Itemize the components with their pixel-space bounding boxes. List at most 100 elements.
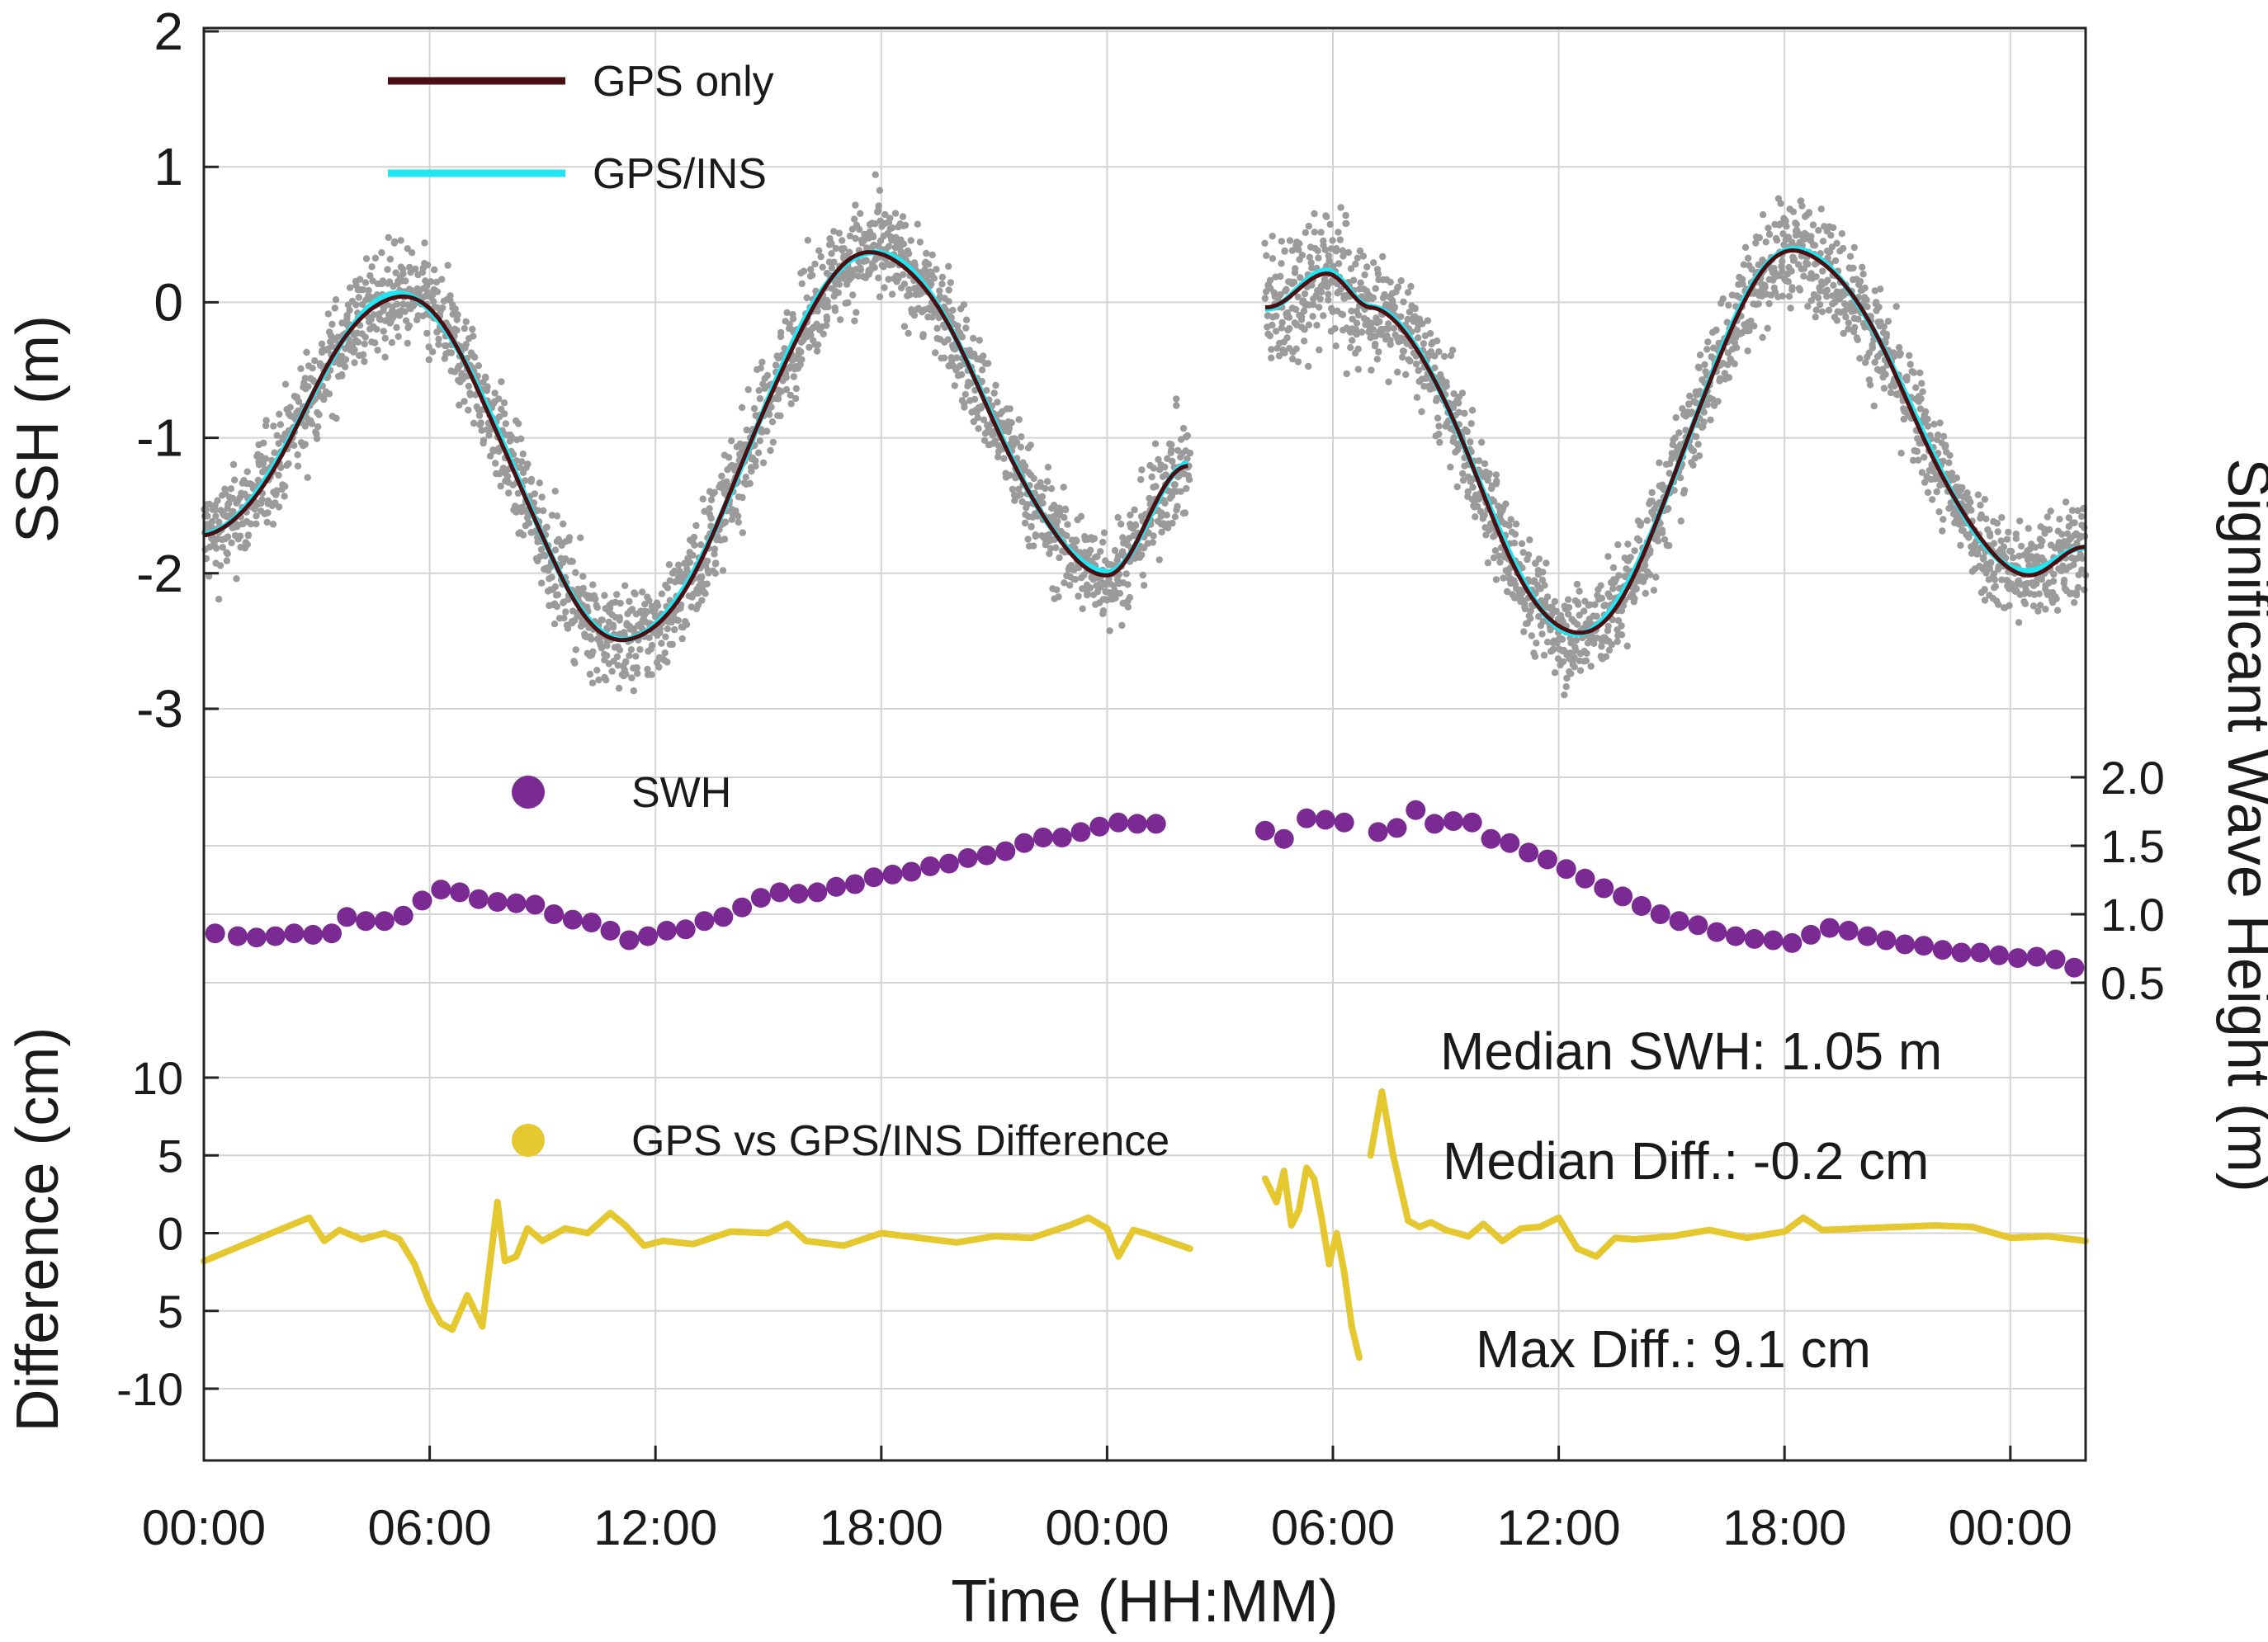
ssh-sample-point [1292, 265, 1299, 272]
legend-gps-only-label: GPS only [593, 58, 774, 106]
ssh-sample-point [305, 383, 312, 390]
ssh-sample-point [1936, 419, 1944, 427]
ssh-sample-point [1371, 342, 1379, 350]
ssh-sample-point [461, 324, 468, 333]
ssh-sample-point [1467, 438, 1474, 446]
swh-point [1127, 814, 1147, 834]
ssh-sample-point [1071, 576, 1080, 583]
median-swh-annotation: Median SWH: 1.05 m [1440, 1022, 1942, 1081]
ssh-sample-point [1079, 605, 1086, 612]
ssh-sample-point [466, 389, 474, 397]
ssh-sample-point [1557, 611, 1565, 620]
ssh-sample-point [1666, 469, 1674, 477]
ssh-sample-point [1502, 500, 1510, 507]
ssh-sample-point [990, 389, 998, 397]
ssh-sample-point [1982, 515, 1990, 522]
ssh-sample-point [1871, 287, 1878, 295]
swh-point [1989, 945, 2010, 965]
swh-point [807, 882, 828, 903]
ssh-sample-point [1543, 639, 1552, 646]
ssh-sample-point [393, 300, 401, 308]
ssh-sample-point [1169, 519, 1176, 527]
ssh-sample-point [851, 317, 858, 325]
ssh-sample-point [856, 225, 863, 234]
ssh-sample-point [1648, 498, 1656, 505]
ssh-sample-point [613, 591, 621, 598]
ssh-sample-point [1714, 398, 1722, 405]
ssh-sample-point [2010, 554, 2017, 562]
ssh-sample-point [571, 659, 579, 667]
ssh-sample-point [1880, 385, 1888, 392]
ssh-sample-point [405, 322, 413, 329]
ssh-sample-point [967, 380, 975, 387]
ssh-sample-point [757, 365, 764, 372]
ssh-sample-point [1614, 638, 1621, 645]
swh-point [1744, 928, 1765, 949]
ssh-sample-point [782, 385, 791, 394]
ssh-sample-point [994, 453, 1002, 460]
ssh-sample-point [1171, 481, 1179, 488]
ssh-sample-point [697, 541, 705, 549]
ssh-sample-point [777, 412, 784, 420]
ssh-sample-point [1921, 454, 1928, 461]
ssh-sample-point [1895, 344, 1903, 352]
ssh-sample-point [616, 646, 624, 653]
ssh-sample-point [881, 284, 888, 291]
ssh-sample-point [228, 539, 235, 547]
ssh-sample-point [1277, 290, 1284, 299]
ssh-sample-point [1825, 306, 1833, 314]
ssh-sample-point [1564, 596, 1572, 603]
ssh-sample-point [1686, 392, 1694, 400]
swh-tick-label: 1.5 [2100, 820, 2165, 872]
ssh-sample-point [1855, 315, 1862, 323]
ssh-sample-point [1181, 509, 1189, 517]
ssh-sample-point [1490, 498, 1498, 505]
ssh-sample-point [1679, 405, 1686, 413]
ssh-sample-point [1306, 253, 1314, 261]
ssh-tick-label: 2 [154, 2, 183, 61]
ssh-sample-point [1850, 264, 1857, 271]
ssh-sample-point [1008, 419, 1015, 427]
ssh-sample-point [1518, 540, 1526, 548]
ssh-sample-point [961, 403, 968, 411]
ssh-sample-point [325, 390, 333, 398]
ssh-sample-point [1563, 674, 1571, 682]
ssh-sample-point [1277, 272, 1284, 281]
ssh-sample-point [1658, 529, 1666, 536]
ssh-sample-point [569, 558, 576, 565]
ssh-sample-point [655, 663, 663, 671]
ssh-sample-point [1918, 380, 1925, 387]
ssh-sample-point [1652, 573, 1660, 581]
ssh-sample-point [644, 665, 651, 673]
ssh-sample-point [626, 597, 633, 606]
ssh-sample-point [1300, 307, 1308, 315]
ssh-axis-title: SSH (m) [5, 315, 71, 543]
ssh-sample-point [626, 652, 633, 659]
swh-point [995, 841, 1016, 861]
ssh-sample-point [1305, 362, 1312, 370]
ssh-sample-point [1538, 630, 1546, 638]
ssh-sample-point [1347, 265, 1355, 272]
ssh-sample-point [1647, 571, 1654, 578]
ssh-sample-point [2071, 519, 2078, 526]
x-tick-label: 18:00 [820, 1500, 943, 1555]
ssh-sample-point [2050, 570, 2058, 578]
ssh-sample-point [1851, 323, 1859, 331]
ssh-sample-point [1314, 247, 1321, 255]
ssh-sample-point [1793, 220, 1800, 229]
ssh-sample-point [1301, 326, 1308, 333]
ssh-sample-point [598, 616, 606, 624]
ssh-sample-point [475, 362, 483, 370]
ssh-sample-point [1512, 520, 1520, 528]
ssh-sample-point [1703, 401, 1712, 408]
ssh-sample-point [1459, 469, 1467, 478]
ssh-sample-point [1118, 621, 1126, 630]
ssh-sample-point [772, 361, 780, 369]
ssh-sample-point [758, 358, 766, 366]
ssh-sample-point [1503, 587, 1511, 596]
ssh-sample-point [711, 545, 719, 553]
ssh-sample-point [236, 532, 244, 540]
ssh-sample-point [1281, 349, 1288, 356]
ssh-sample-point [994, 399, 1001, 406]
ssh-sample-point [548, 573, 555, 581]
